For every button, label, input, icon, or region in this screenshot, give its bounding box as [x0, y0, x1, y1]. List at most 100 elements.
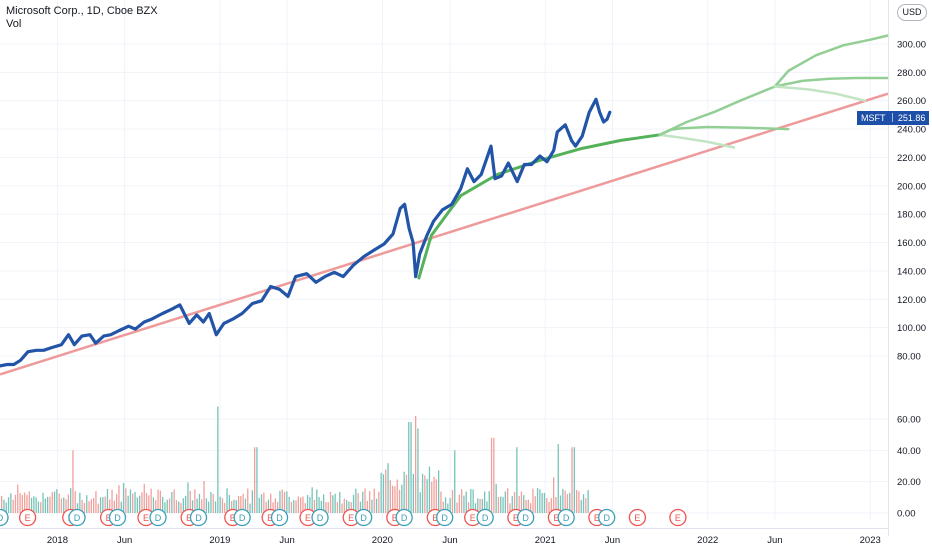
volume-bar — [481, 498, 483, 513]
volume-bar — [442, 501, 444, 513]
dividend-marker[interactable]: D — [233, 508, 251, 527]
event-marker-circle — [355, 508, 373, 527]
dividend-marker[interactable]: D — [355, 508, 373, 527]
volume-bar — [458, 494, 460, 513]
volume-bar — [306, 495, 309, 513]
event-marker-label: E — [186, 513, 192, 523]
volume-bar — [118, 485, 120, 513]
volume-bar — [355, 488, 357, 513]
dividend-marker[interactable]: D — [476, 508, 494, 527]
earnings-marker[interactable]: E — [18, 508, 37, 527]
dividend-marker[interactable]: D — [517, 508, 535, 527]
price-tick-label: 160.00 — [897, 238, 926, 249]
volume-bar — [120, 501, 122, 513]
event-marker-circle — [598, 508, 616, 527]
volume-bar — [265, 501, 267, 513]
volume-bar — [109, 499, 111, 513]
volume-bar — [479, 499, 481, 513]
volume-bar — [465, 491, 467, 513]
price-tick-label: 200.00 — [897, 181, 926, 192]
event-marker-label: D — [441, 513, 448, 523]
time-tick-label: Jun — [117, 535, 132, 546]
earnings-marker[interactable]: E — [669, 508, 687, 527]
currency-button[interactable]: USD — [897, 4, 927, 21]
volume-bar — [511, 496, 513, 513]
event-marker-label: D — [603, 513, 610, 523]
volume-bar — [221, 498, 224, 513]
price-line — [0, 97, 612, 368]
dividend-marker[interactable]: D — [0, 508, 9, 527]
volume-bar — [33, 496, 35, 513]
volume-bar — [346, 500, 348, 513]
volume-bar — [148, 495, 150, 513]
dividend-marker[interactable]: D — [270, 508, 289, 527]
volume-bar — [270, 493, 272, 513]
volume-bar — [536, 488, 539, 513]
volume-bar — [233, 499, 235, 513]
volume-bar — [90, 499, 92, 513]
volume-bar — [440, 491, 442, 513]
dividend-marker[interactable]: D — [311, 508, 329, 527]
volume-bar — [378, 491, 380, 513]
volume-bar — [286, 491, 288, 513]
dividend-marker[interactable]: D — [436, 508, 454, 527]
volume-bar — [260, 494, 263, 513]
volume-bar — [244, 498, 247, 513]
volume-bar — [461, 489, 463, 513]
dividend-marker[interactable]: D — [189, 508, 208, 527]
dividend-marker[interactable]: D — [395, 508, 413, 527]
volume-bar — [141, 492, 143, 513]
volume-bar — [155, 500, 157, 513]
earnings-marker[interactable]: E — [628, 508, 647, 527]
event-marker-label: E — [267, 513, 273, 523]
volume-bar — [58, 493, 60, 513]
dividend-marker[interactable]: D — [598, 508, 616, 527]
dividend-marker[interactable]: D — [149, 508, 167, 527]
volume-bar — [35, 497, 37, 513]
event-marker-circle — [517, 508, 535, 527]
volume-bar — [53, 491, 56, 513]
volume-bar — [254, 447, 256, 513]
volume-bar — [300, 497, 302, 513]
volume-bar — [88, 501, 90, 513]
volume-bar — [162, 497, 164, 513]
volume-bar — [283, 492, 286, 513]
event-marker-label: D — [276, 513, 283, 523]
event-marker-label: D — [522, 513, 529, 523]
volume-bar — [224, 502, 226, 513]
volume-bar — [571, 447, 573, 513]
volume-bar — [513, 491, 516, 513]
volume-bar — [488, 491, 490, 513]
volume-bar — [463, 495, 465, 513]
volume-bar — [168, 498, 171, 513]
volume-legend-label[interactable]: Vol — [6, 18, 22, 30]
volume-bar — [132, 493, 134, 513]
chart-title[interactable]: Microsoft Corp., 1D, Cboe BZX — [6, 5, 158, 17]
volume-bar — [421, 473, 424, 513]
volume-bar — [40, 502, 42, 513]
volume-bar — [5, 502, 7, 513]
volume-bar — [403, 471, 405, 513]
earnings-marker[interactable]: E — [137, 508, 155, 527]
volume-bar — [63, 497, 65, 513]
arc-line — [773, 76, 890, 88]
volume-bar — [371, 499, 373, 513]
volume-bar — [507, 488, 509, 513]
volume-bar — [274, 498, 276, 513]
dividend-marker[interactable]: D — [557, 508, 575, 527]
volume-bar — [348, 501, 350, 513]
volume-bar — [573, 447, 575, 513]
volume-bar — [426, 479, 428, 513]
price-tag-value: 251.86 — [897, 113, 926, 123]
volume-bar — [500, 496, 502, 513]
volume-bar — [194, 489, 196, 513]
volume-bar — [166, 499, 168, 513]
volume-bar — [81, 500, 83, 513]
dividend-marker[interactable]: D — [68, 508, 86, 527]
volume-bar — [343, 498, 345, 513]
volume-bar — [134, 492, 136, 513]
volume-bar — [28, 491, 30, 513]
dividend-marker[interactable]: D — [108, 508, 127, 527]
volume-bar — [398, 489, 401, 513]
